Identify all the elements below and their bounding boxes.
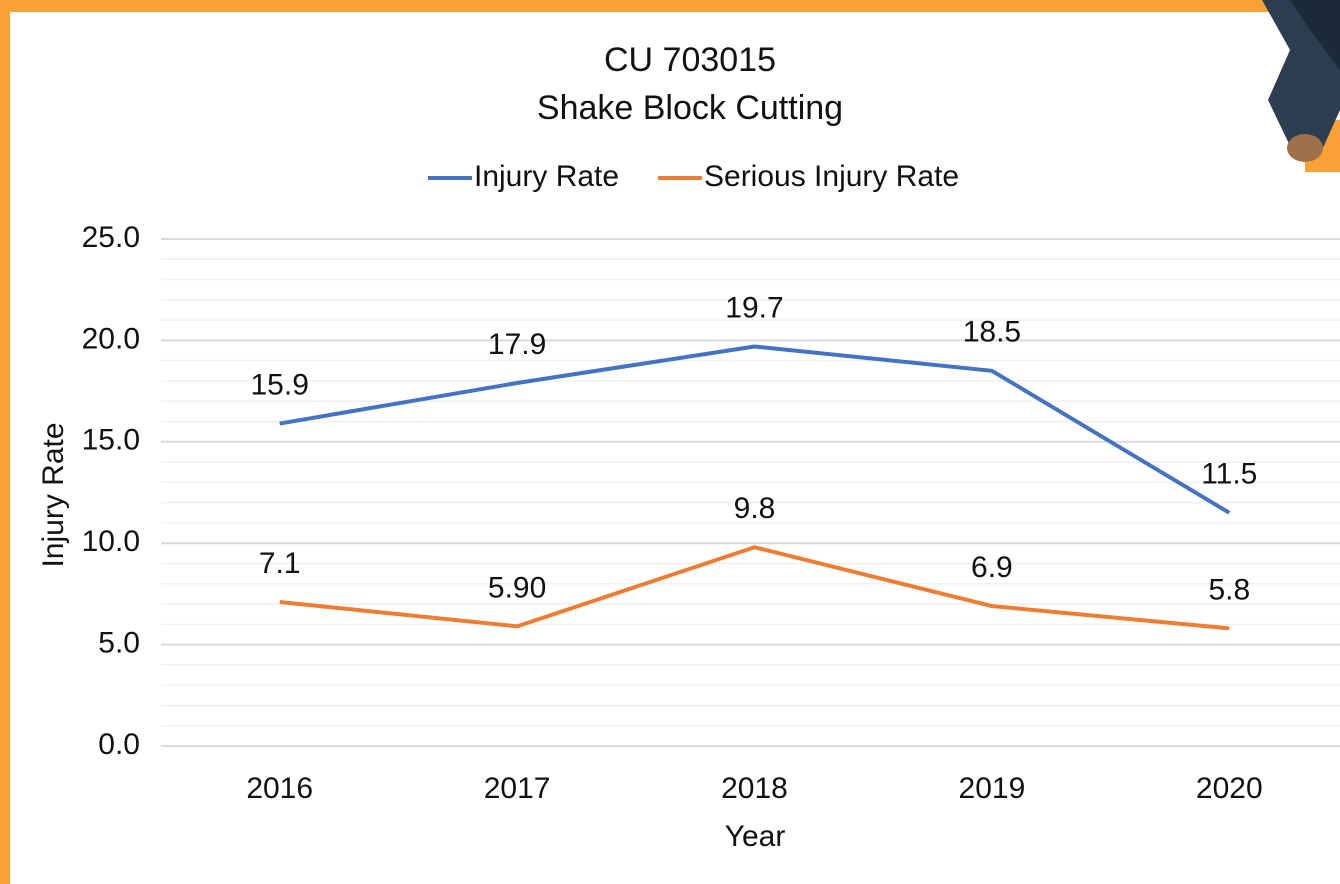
x-tick-label: 2019	[959, 772, 1026, 805]
data-label: 5.8	[1208, 573, 1250, 606]
data-label: 11.5	[1201, 458, 1257, 491]
decoration	[1262, 0, 1340, 172]
chart-subtitle: Shake Block Cutting	[537, 89, 843, 127]
y-tick-label: 20.0	[82, 322, 140, 355]
deco-shade	[1290, 0, 1340, 70]
border-top	[0, 0, 1340, 12]
legend-label: Injury Rate	[474, 160, 619, 193]
chart-title: CU 703015	[604, 41, 776, 79]
x-tick-label: 2020	[1196, 772, 1263, 805]
x-axis-label: Year	[725, 820, 786, 853]
data-label: 6.9	[971, 551, 1013, 584]
data-label: 17.9	[488, 328, 546, 361]
series-line	[279, 344, 1231, 515]
data-label: 15.9	[251, 368, 309, 401]
deco-hand	[1287, 134, 1323, 162]
y-tick-label: 15.0	[82, 424, 140, 457]
data-label: 5.90	[488, 571, 546, 604]
y-tick-label: 25.0	[82, 221, 140, 254]
x-tick-label: 2016	[246, 772, 313, 805]
y-tick-label: 0.0	[98, 728, 140, 761]
data-label: 19.7	[725, 291, 783, 324]
series-line	[279, 545, 1230, 631]
data-label: 18.5	[963, 316, 1021, 349]
y-tick-label: 5.0	[98, 627, 140, 660]
legend-label: Serious Injury Rate	[704, 160, 959, 193]
data-label: 7.1	[259, 547, 301, 580]
border-left	[0, 0, 10, 884]
y-tick-label: 10.0	[82, 525, 140, 558]
x-tick-label: 2018	[721, 772, 788, 805]
y-axis-label: Injury Rate	[37, 422, 70, 567]
x-tick-label: 2017	[484, 772, 551, 805]
data-label: 9.8	[734, 492, 776, 525]
